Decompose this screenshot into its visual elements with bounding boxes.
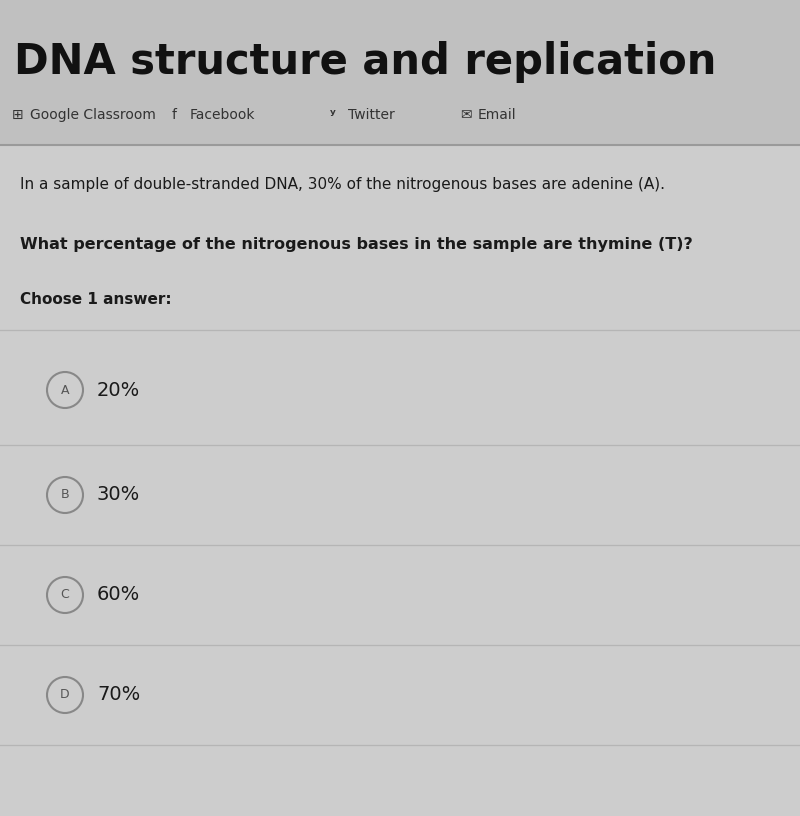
Text: Facebook: Facebook xyxy=(190,108,255,122)
Text: What percentage of the nitrogenous bases in the sample are thymine (T)?: What percentage of the nitrogenous bases… xyxy=(20,237,693,252)
Text: C: C xyxy=(61,588,70,601)
Text: 60%: 60% xyxy=(97,586,140,605)
Text: A: A xyxy=(61,384,70,397)
Text: Email: Email xyxy=(478,108,517,122)
Text: ⊞: ⊞ xyxy=(12,108,24,122)
Text: 30%: 30% xyxy=(97,486,140,504)
Text: 20%: 20% xyxy=(97,380,140,400)
Circle shape xyxy=(47,677,83,713)
Bar xyxy=(0,145,800,816)
Text: D: D xyxy=(60,689,70,702)
Text: ✉: ✉ xyxy=(460,108,472,122)
Text: 70%: 70% xyxy=(97,685,140,704)
Text: Twitter: Twitter xyxy=(348,108,394,122)
Text: ʸ: ʸ xyxy=(330,108,336,122)
Circle shape xyxy=(47,372,83,408)
Circle shape xyxy=(47,477,83,513)
Text: Google Classroom: Google Classroom xyxy=(30,108,156,122)
Text: f: f xyxy=(172,108,177,122)
Text: Choose 1 answer:: Choose 1 answer: xyxy=(20,292,172,308)
Circle shape xyxy=(47,577,83,613)
Text: DNA structure and replication: DNA structure and replication xyxy=(14,41,716,83)
Text: B: B xyxy=(61,489,70,502)
Bar xyxy=(0,0,800,145)
Text: In a sample of double-stranded DNA, 30% of the nitrogenous bases are adenine (A): In a sample of double-stranded DNA, 30% … xyxy=(20,178,665,193)
